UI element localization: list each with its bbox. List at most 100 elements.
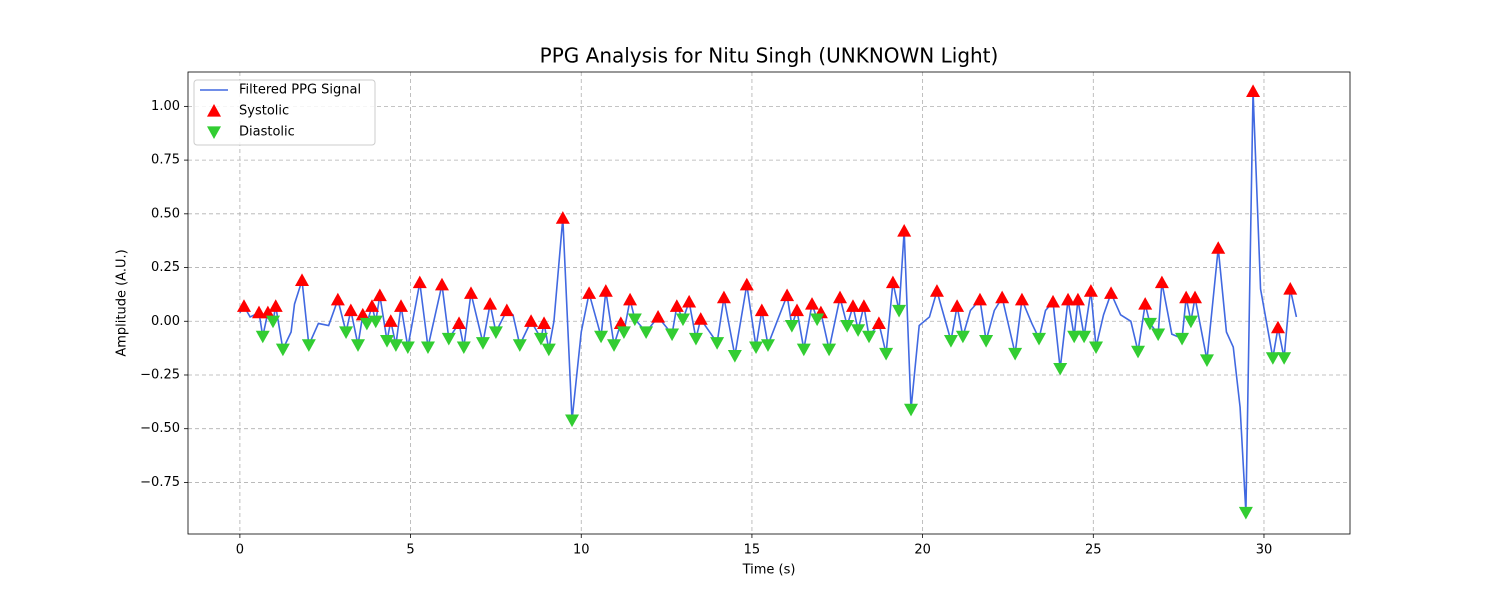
diastolic-marker [533,332,548,346]
systolic-marker [499,303,514,317]
x-axis-label: Time (s) [742,563,796,578]
systolic-marker [598,284,613,297]
diastolic-marker [1175,332,1190,346]
systolic-marker [1070,292,1085,306]
systolic-marker [669,299,684,312]
y-tick-label: 1.00 [151,99,180,114]
diastolic-marker [727,350,742,363]
systolic-marker [1104,286,1119,299]
systolic-marker [355,307,370,321]
diastolic-marker [1032,332,1047,346]
systolic-marker [833,290,848,304]
systolic-marker [623,292,638,306]
systolic-marker [412,275,427,289]
diastolic-marker [1077,330,1092,344]
diastolic-marker [979,335,994,348]
systolic-marker [483,297,498,310]
systolic-marker [856,299,871,312]
systolic-marker [452,316,467,330]
x-tick-label: 5 [406,543,414,558]
diastolic-marker [1089,341,1104,355]
y-tick-label: 0.00 [151,314,180,329]
diastolic-marker [380,335,395,348]
systolic-marker [716,290,731,304]
systolic-marker [885,275,900,289]
systolic-marker [295,273,310,287]
systolic-marker [1283,282,1298,295]
systolic-marker [1061,292,1076,306]
systolic-marker [789,303,804,317]
systolic-marker [897,224,912,237]
diastolic-marker [1265,352,1280,365]
diastolic-marker [607,339,622,352]
x-tick-label: 15 [744,543,761,558]
systolic-marker [537,316,552,330]
diastolic-marker [955,330,970,344]
systolic-marker [260,305,275,319]
diastolic-marker [665,328,680,342]
systolic-marker [682,294,697,308]
systolic-marker [1014,292,1029,306]
systolic-marker [1211,241,1226,254]
systolic-marker [434,277,449,291]
diastolic-marker [1142,317,1157,331]
diastolic-marker [760,339,775,352]
diastolic-marker [388,339,403,352]
y-tick-label: 0.25 [151,260,180,275]
diastolic-marker [840,319,855,333]
systolic-marker [845,299,860,312]
legend: Filtered PPG Signal Systolic Diastolic [193,79,376,146]
diastolic-marker [851,324,866,337]
diastolic-marker [639,326,654,340]
systolic-marker [1270,320,1285,334]
diastolic-marker [749,341,764,355]
y-tick-label: 0.50 [151,206,180,221]
diastolic-marker [565,414,580,428]
diastolic-marker [1131,345,1146,359]
systolic-marker [950,299,965,312]
signal-line [239,91,1298,513]
diastolic-marker [456,341,471,355]
diastolic-marker [359,317,374,331]
systolic-marker [1046,294,1061,308]
diastolic-marker [688,332,703,346]
systolic-marker [364,299,379,312]
systolic-marker [1246,84,1261,97]
systolic-marker [871,316,886,330]
diastolic-marker [350,339,365,352]
systolic-marker [995,290,1010,304]
systolic-marker [343,303,358,317]
systolic-marker [330,292,345,306]
diastolic-marker [1067,330,1082,344]
diastolic-marker [368,315,383,329]
systolic-marker [236,299,251,312]
systolic-marker [693,312,708,325]
x-tick-label: 0 [236,543,244,558]
diastolic-marker [541,343,556,357]
diastolic-marker [862,330,877,344]
systolic-marker [1179,290,1194,304]
diastolic-marker [904,403,919,417]
diastolic-marker [400,341,415,355]
systolic-marker [1083,284,1098,297]
systolic-marker [780,288,795,302]
systolic-marker [1188,290,1203,304]
diastolic-marker [627,313,642,327]
systolic-marker [1154,275,1169,289]
diastolic-marker [301,339,316,352]
diastolic-marker [275,343,290,357]
legend-swatch [207,104,221,117]
x-tick-label: 30 [1256,543,1273,558]
chart-title: PPG Analysis for Nitu Singh (UNKNOWN Lig… [540,44,999,68]
diastolic-marker [1277,352,1292,365]
diastolic-marker [512,339,527,352]
diastolic-marker [475,337,490,350]
diastolic-marker [616,326,631,340]
plot-frame [187,71,1351,535]
systolic-marker [524,314,539,327]
systolic-marker [268,299,283,312]
systolic-marker [394,299,409,312]
diastolic-marker [796,343,811,357]
legend-label: Diastolic [239,125,295,140]
